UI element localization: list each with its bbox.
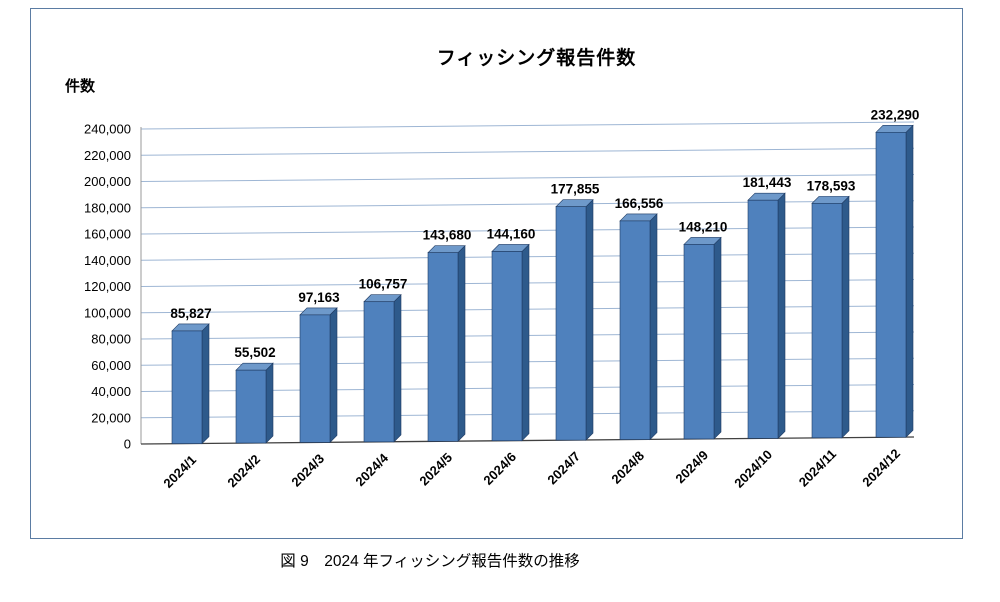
bar-side-face [457, 244, 466, 442]
bar [555, 206, 587, 441]
bar-value-label: 106,757 [359, 277, 408, 292]
bar-top-face [491, 244, 530, 252]
gridline [140, 200, 915, 209]
gridline [140, 121, 915, 130]
bar-value-label: 177,855 [551, 182, 600, 197]
x-category-label: 2024/12 [859, 446, 903, 490]
bar-top-face [171, 323, 210, 332]
y-tick-label: 0 [124, 437, 131, 452]
y-tick-label: 200,000 [84, 174, 131, 189]
bar-value-label: 148,210 [679, 219, 728, 234]
bar-side-face [265, 362, 274, 444]
x-category-label: 2024/10 [731, 447, 775, 491]
bar-value-label: 178,593 [807, 178, 856, 193]
bar-top-face [363, 294, 402, 303]
bar-side-face [201, 323, 210, 445]
chart-title: フィッシング報告件数 [436, 48, 637, 69]
x-axis-baseline [140, 436, 915, 445]
bar [619, 220, 651, 440]
bar [747, 199, 779, 439]
y-tick-label: 20,000 [91, 410, 131, 425]
bar-value-label: 166,556 [615, 196, 664, 211]
bar-value-label: 97,163 [298, 290, 340, 305]
x-category-label: 2024/9 [672, 447, 711, 486]
bar [235, 369, 267, 444]
bar-value-label: 85,827 [170, 306, 211, 321]
y-tick-label: 140,000 [84, 253, 131, 268]
bar-side-face [649, 213, 658, 441]
y-axis-title: 件数 [65, 78, 96, 95]
bar-top-face [875, 125, 914, 133]
bar-top-face [683, 237, 722, 245]
bar [427, 252, 459, 442]
bar-value-label: 55,502 [234, 345, 275, 360]
gridline [140, 174, 915, 182]
y-tick-label: 160,000 [84, 227, 131, 242]
bar-top-face [811, 196, 850, 204]
x-category-label: 2024/11 [796, 446, 839, 489]
gridline [140, 147, 915, 156]
y-tick-label: 240,000 [84, 122, 131, 137]
bar [171, 330, 203, 444]
x-category-label: 2024/4 [352, 450, 391, 489]
bar-top-face [235, 362, 274, 371]
y-tick-label: 40,000 [91, 384, 131, 399]
bar-value-label: 143,680 [423, 228, 472, 243]
y-tick-label: 100,000 [84, 305, 131, 320]
bar-side-face [841, 195, 850, 439]
x-category-label: 2024/5 [416, 450, 455, 489]
y-tick-label: 120,000 [84, 279, 131, 294]
bar-top-face [299, 307, 338, 316]
chart-frame: フィッシング報告件数 件数 0 20,000 40,000 60,000 80,000 1… [30, 8, 963, 539]
x-category-label: 2024/6 [480, 449, 519, 488]
bar-value-label: 144,160 [487, 226, 536, 241]
x-category-label: 2024/2 [224, 452, 263, 491]
bar-top-face [747, 192, 786, 201]
bar-side-face [585, 198, 594, 441]
bar-side-face [393, 294, 402, 443]
bar-side-face [521, 243, 530, 442]
bar-top-face [619, 213, 658, 222]
bar-value-label: 232,290 [871, 107, 920, 122]
y-tick-label: 60,000 [91, 358, 131, 373]
x-category-label: 2024/7 [544, 449, 583, 488]
bar [363, 301, 395, 443]
x-category-label: 2024/3 [288, 451, 327, 490]
bar [491, 251, 523, 441]
bar-chart-canvas: 0 20,000 40,000 60,000 80,000 100,000 120,000 1… [84, 107, 920, 491]
bar-side-face [329, 307, 338, 444]
bar [683, 244, 715, 440]
bar [875, 132, 907, 438]
y-tick-label: 220,000 [84, 148, 131, 163]
x-category-label: 2024/1 [160, 452, 199, 491]
y-tick-label: 180,000 [84, 200, 131, 215]
figure-caption: 図 9 2024 年フィッシング報告件数の推移 [280, 553, 580, 570]
bar-top-face [427, 245, 466, 253]
bar-value-label: 181,443 [743, 175, 792, 190]
bar-side-face [713, 236, 722, 440]
bar [811, 203, 843, 439]
y-tick-label: 80,000 [91, 332, 131, 347]
bar-side-face [777, 192, 786, 440]
bar-top-face [555, 199, 594, 207]
bar [299, 314, 331, 443]
x-category-label: 2024/8 [608, 448, 647, 487]
bar-side-face [905, 124, 914, 438]
